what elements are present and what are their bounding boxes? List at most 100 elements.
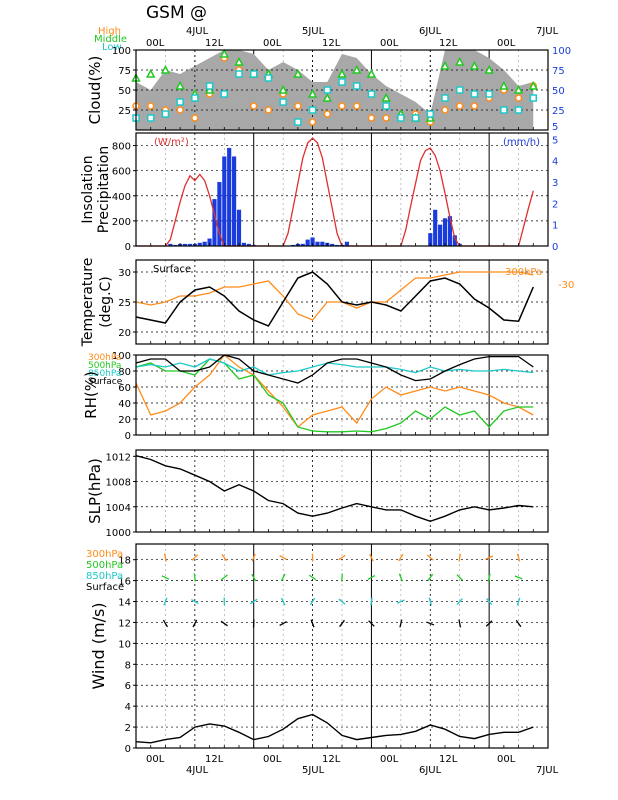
cloud-ytick-label-1: 75 <box>118 66 131 77</box>
temp-right-tick: -30 <box>558 280 574 291</box>
cloud-high-point-3 <box>176 106 184 114</box>
precip-bar-65 <box>452 235 457 246</box>
cloud-middle-point-22 <box>454 56 465 66</box>
cloud-high-point-9 <box>264 106 273 114</box>
wind-ytick-label-9: 0 <box>125 744 131 755</box>
rh-ytick-label-5: 0 <box>125 431 131 442</box>
cloud-low-point-10 <box>279 98 287 106</box>
cloud-low-point-24 <box>485 90 493 98</box>
cloud-middle-point-15 <box>351 64 362 74</box>
bottom-tick-12l-2: 12L <box>322 754 341 765</box>
wind-barb-500hpa-30 <box>280 573 286 582</box>
wind-barb-850hpa-6 <box>163 597 168 606</box>
wind-barb-300hpa-54 <box>398 553 404 562</box>
cloud-low-point-27 <box>529 94 538 102</box>
rh-line-850hpa <box>135 358 534 376</box>
bottom-date-6jul: 6JUL <box>419 765 442 776</box>
cloud-middle-point-13 <box>322 92 333 102</box>
wind-barb-850hpa-36 <box>309 597 316 606</box>
rh-legend-0: 300hPa <box>88 353 121 363</box>
precip-bar-63 <box>442 218 448 246</box>
precip-bar-15 <box>207 238 212 246</box>
wind-ytick-label-2: 14 <box>118 598 131 609</box>
wind-barb-sfc-66 <box>458 619 462 628</box>
top-tick-12l-2: 12L <box>322 38 341 49</box>
wind-barb-sfc-18 <box>220 620 228 627</box>
cloud-low-point-19 <box>411 114 420 122</box>
cloud-low-point-25 <box>500 106 508 114</box>
wind-barb-850hpa-24 <box>250 598 258 605</box>
cloud-middle-point-11 <box>293 68 303 78</box>
temp-surface-label: Surface <box>153 264 191 275</box>
insolation-ytick-label-2: 400 <box>112 192 131 203</box>
slp-line <box>135 455 534 523</box>
wind-barb-850hpa-60 <box>428 597 433 606</box>
wind-legend-2: 850hPa <box>86 571 123 582</box>
rh-ytick-label-3: 40 <box>118 399 131 410</box>
precip-bar-14 <box>202 241 207 246</box>
cloud-high-point-11 <box>294 102 302 110</box>
temp-surface-line <box>135 271 534 327</box>
cloud-ytick-label-2: 50 <box>118 86 131 97</box>
precip-bar-36 <box>310 237 315 246</box>
wind-barb-sfc-54 <box>399 619 403 628</box>
wind-barb-500hpa-72 <box>487 573 491 582</box>
top-tick-00l-2: 00L <box>263 38 282 49</box>
cloud-ytick-label-3: 25 <box>118 106 131 117</box>
bottom-tick-12l-1: 12L <box>205 754 224 765</box>
cloud-low-point-17 <box>382 102 390 110</box>
cloud-legend: High Middle Low <box>94 26 127 53</box>
precip-bar-60 <box>428 233 433 246</box>
precip-bar-18 <box>222 156 227 246</box>
rh-ytick-label-1: 80 <box>118 367 131 378</box>
precip-unit: (mm/h) <box>503 137 540 148</box>
wind-ytick-label-7: 4 <box>125 702 131 713</box>
rh-legend-1: 500hPa <box>88 361 121 371</box>
slp-ytick-label-2: 1004 <box>106 503 131 514</box>
wind-barb-300hpa-78 <box>516 553 521 562</box>
rh-ytick-label-2: 60 <box>118 383 131 394</box>
slp-ytick-label-3: 1000 <box>106 528 131 539</box>
cloud-right-tick-1: 75 <box>552 66 565 77</box>
wind-barb-850hpa-48 <box>370 597 373 606</box>
rh-legend-3: Surface <box>88 377 123 387</box>
wind-panel: 18 16 14 12 10 8 6 4 2 0 300hPa500hPa850hPaSurface… <box>86 543 549 755</box>
wind-barb-850hpa-66 <box>456 598 463 605</box>
wind-barb-300hpa-18 <box>221 553 228 562</box>
cloud-middle-point-26 <box>513 84 524 94</box>
wind-barb-500hpa-36 <box>308 574 317 581</box>
rh-ytick-label-0: 100 <box>112 351 131 362</box>
wind-barb-500hpa-48 <box>367 574 376 580</box>
precip-bar-21 <box>236 209 242 246</box>
insolation-ytick-label-1: 600 <box>112 167 131 178</box>
top-tick-12l-1: 12L <box>205 38 224 49</box>
wind-legend-3: Surface <box>86 582 124 593</box>
cloud-low-point-26 <box>514 106 523 114</box>
rh-panel: 100 80 60 40 20 0 300hPa500hPa850hPaSurfaceRH(… <box>82 351 549 442</box>
precip-right-tick-0: 5 <box>552 135 558 146</box>
cloud-middle-point-24 <box>484 64 494 74</box>
top-date-4jul: 4JUL <box>186 26 209 37</box>
wind-barb-850hpa-42 <box>338 598 346 605</box>
precip-bar-43 <box>344 241 349 246</box>
wind-barb-sfc-48 <box>368 620 375 627</box>
bottom-tick-00l-2: 00L <box>263 754 282 765</box>
cloud-low-point-1 <box>146 114 155 122</box>
insolation-panel: 800 600 400 200 0 5 4 3 2 1 0 (W/m²) (mm/h) Insolatio… <box>80 132 558 253</box>
wind-barb-300hpa-24 <box>251 553 256 562</box>
cloud-right-tick-2: 50 <box>552 86 565 97</box>
cloud-low-point-23 <box>470 90 479 98</box>
wind-barb-850hpa-72 <box>486 598 493 606</box>
top-tick-00l-1: 00L <box>146 38 165 49</box>
cloud-high-point-23 <box>470 102 479 110</box>
precip-right-tick-4: 1 <box>552 221 558 232</box>
precip-bar-16 <box>212 199 217 246</box>
rh-line-500hpa <box>135 358 534 433</box>
precip-bar-34 <box>300 243 305 246</box>
cloud-middle-point-16 <box>366 68 377 78</box>
wind-barb-500hpa-54 <box>398 573 403 582</box>
wind-barb-500hpa-66 <box>456 574 464 581</box>
bottom-date-7jul: 7JUL <box>536 765 559 776</box>
insolation-line <box>136 137 534 247</box>
temperature-ytick-label-2: 20 <box>118 328 131 339</box>
